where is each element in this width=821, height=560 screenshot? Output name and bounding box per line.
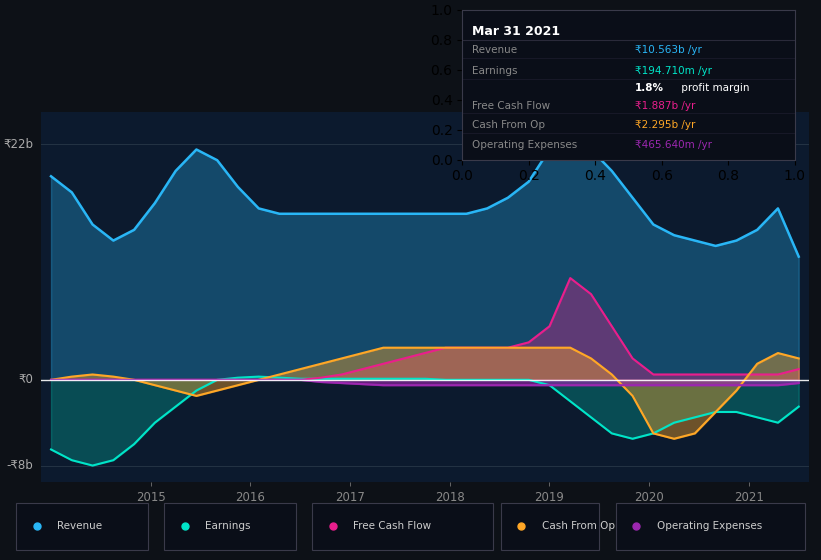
Text: ₹10.563b /yr: ₹10.563b /yr [635, 45, 702, 55]
FancyBboxPatch shape [312, 503, 493, 550]
Text: Revenue: Revenue [57, 521, 103, 531]
Text: profit margin: profit margin [678, 82, 750, 92]
Text: Cash From Op: Cash From Op [472, 120, 545, 130]
FancyBboxPatch shape [616, 503, 805, 550]
Text: Earnings: Earnings [205, 521, 250, 531]
Text: ₹194.710m /yr: ₹194.710m /yr [635, 66, 712, 76]
Text: Revenue: Revenue [472, 45, 517, 55]
Text: ₹0: ₹0 [19, 374, 34, 386]
FancyBboxPatch shape [501, 503, 599, 550]
Text: ₹465.640m /yr: ₹465.640m /yr [635, 139, 712, 150]
Text: 1.8%: 1.8% [635, 82, 664, 92]
Text: ₹1.887b /yr: ₹1.887b /yr [635, 101, 695, 110]
Text: Cash From Op: Cash From Op [542, 521, 615, 531]
Text: Operating Expenses: Operating Expenses [472, 139, 577, 150]
Text: Free Cash Flow: Free Cash Flow [472, 101, 550, 110]
FancyBboxPatch shape [164, 503, 296, 550]
Text: -₹8b: -₹8b [7, 459, 34, 472]
Text: Free Cash Flow: Free Cash Flow [353, 521, 431, 531]
Text: Operating Expenses: Operating Expenses [657, 521, 762, 531]
Text: ₹2.295b /yr: ₹2.295b /yr [635, 120, 695, 130]
Text: ₹22b: ₹22b [3, 138, 34, 151]
Text: Earnings: Earnings [472, 66, 518, 76]
FancyBboxPatch shape [16, 503, 148, 550]
Text: Mar 31 2021: Mar 31 2021 [472, 25, 560, 38]
